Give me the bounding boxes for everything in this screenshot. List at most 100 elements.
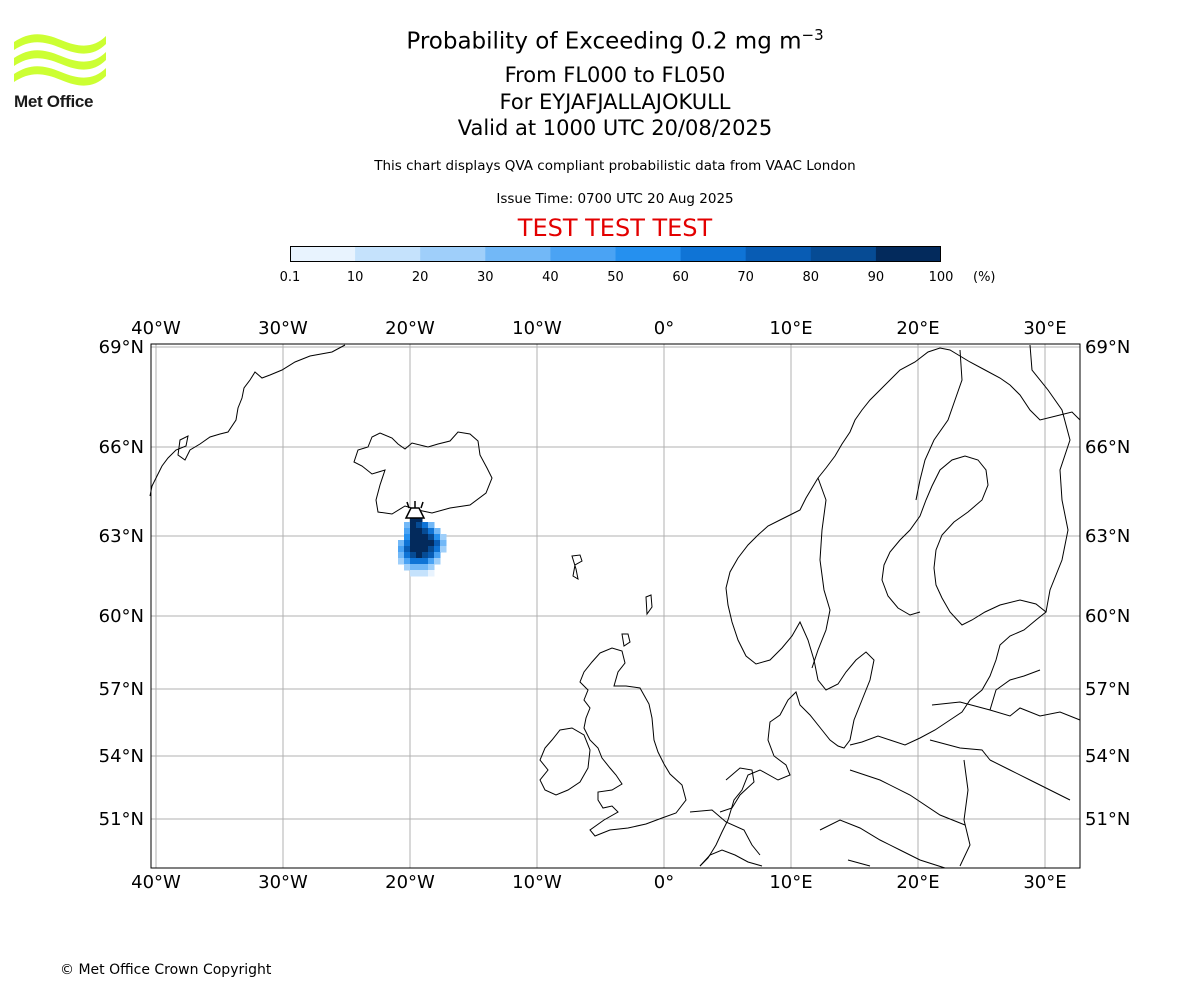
low-countries-coast bbox=[689, 767, 763, 867]
ash-cell bbox=[434, 540, 441, 547]
ash-cell bbox=[428, 528, 435, 535]
ash-cell bbox=[416, 516, 423, 523]
longitude-label-top: 10°W bbox=[512, 318, 562, 339]
colorbar-band bbox=[615, 246, 682, 262]
orkney-islands bbox=[621, 633, 631, 647]
probability-colorbar bbox=[290, 246, 941, 262]
colorbar-band bbox=[485, 246, 551, 262]
latitude-label-left: 54°N bbox=[99, 746, 144, 767]
chart-title-main: Probability of Exceeding 0.2 mg m bbox=[406, 28, 802, 55]
latitude-label-right: 57°N bbox=[1085, 679, 1130, 700]
latitude-label-left: 63°N bbox=[99, 526, 144, 547]
longitude-label-top: 40°W bbox=[131, 318, 181, 339]
longitude-label-bottom: 30°E bbox=[1023, 872, 1066, 893]
ash-cell bbox=[410, 546, 417, 553]
test-banner: TEST TEST TEST bbox=[517, 214, 713, 242]
chart-title: Probability of Exceeding 0.2 mg m−3 bbox=[0, 26, 1200, 55]
ash-cell bbox=[422, 546, 429, 553]
longitude-label-bottom: 30°W bbox=[258, 872, 308, 893]
greenland-coast bbox=[149, 344, 346, 497]
ash-cell bbox=[428, 558, 435, 565]
ash-cell bbox=[404, 546, 411, 553]
colorbar-band bbox=[355, 246, 421, 262]
longitude-label-top: 10°E bbox=[769, 318, 812, 339]
ash-cell bbox=[410, 540, 417, 547]
latitude-label-left: 51°N bbox=[99, 809, 144, 830]
ash-cell bbox=[416, 522, 423, 529]
ash-cell bbox=[434, 546, 441, 553]
copyright-notice: © Met Office Crown Copyright bbox=[60, 962, 272, 978]
chart-description: This chart displays QVA compliant probab… bbox=[374, 158, 856, 174]
graticule bbox=[151, 344, 1080, 868]
latitude-label-right: 60°N bbox=[1085, 606, 1130, 627]
ash-cell bbox=[440, 546, 447, 553]
volcano-symbol bbox=[404, 501, 426, 519]
ash-cell bbox=[410, 534, 417, 541]
ash-probability-field bbox=[398, 516, 447, 577]
colorbar-tick-label: 40 bbox=[542, 270, 559, 285]
latitude-label-right: 54°N bbox=[1085, 746, 1130, 767]
ash-cell bbox=[440, 534, 447, 541]
ash-cell bbox=[416, 564, 423, 571]
ireland-coast bbox=[539, 727, 591, 796]
scandinavia-europe-coast bbox=[699, 347, 1081, 867]
colorbar-band bbox=[680, 246, 747, 262]
coastlines bbox=[149, 344, 1081, 869]
latitude-label-left: 57°N bbox=[99, 679, 144, 700]
ash-cell bbox=[416, 534, 423, 541]
ash-cell bbox=[434, 552, 441, 559]
longitude-label-bottom: 20°E bbox=[896, 872, 939, 893]
ash-cell bbox=[428, 552, 435, 559]
longitude-label-bottom: 20°W bbox=[385, 872, 435, 893]
ash-cell bbox=[428, 564, 435, 571]
longitude-label-bottom: 10°W bbox=[512, 872, 562, 893]
ash-cell bbox=[428, 570, 435, 577]
colorbar-tick-label: 70 bbox=[737, 270, 754, 285]
iceland-coast bbox=[353, 431, 493, 515]
chart-title-unit-exponent: −3 bbox=[801, 26, 824, 44]
ash-cell bbox=[410, 522, 417, 529]
ash-cell bbox=[398, 540, 405, 547]
ash-cell bbox=[434, 534, 441, 541]
colorbar-band bbox=[810, 246, 877, 262]
longitude-label-top: 30°E bbox=[1023, 318, 1066, 339]
longitude-label-bottom: 10°E bbox=[769, 872, 812, 893]
map-panel: 40°W 40°W 30°W 30°W 20°W 20°W 10°W 10°W 0° 0° 10°E… bbox=[99, 318, 1131, 893]
ash-cell bbox=[422, 552, 429, 559]
ash-cell bbox=[434, 558, 441, 565]
ash-cell bbox=[434, 528, 441, 535]
met-office-logo bbox=[14, 34, 106, 86]
ash-cell bbox=[422, 564, 429, 571]
ash-cell bbox=[404, 534, 411, 541]
ash-cell bbox=[428, 522, 435, 529]
colorbar-unit: (%) bbox=[973, 270, 996, 285]
colorbar-band bbox=[550, 246, 616, 262]
ash-cell bbox=[404, 552, 411, 559]
latitude-label-right: 66°N bbox=[1085, 437, 1130, 458]
ash-cell bbox=[416, 546, 423, 553]
ash-cell bbox=[422, 558, 429, 565]
colorbar-frame bbox=[290, 246, 941, 262]
valid-time: Valid at 1000 UTC 20/08/2025 bbox=[457, 116, 773, 140]
ash-cell bbox=[416, 528, 423, 535]
ash-cell bbox=[422, 534, 429, 541]
longitude-label-top: 30°W bbox=[258, 318, 308, 339]
colorbar-tick-label: 60 bbox=[672, 270, 689, 285]
ash-cell bbox=[410, 552, 417, 559]
axis-labels: 40°W 40°W 30°W 30°W 20°W 20°W 10°W 10°W 0° 0° 10°E… bbox=[99, 318, 1131, 893]
latitude-label-left: 69°N bbox=[99, 337, 144, 358]
ash-cell bbox=[398, 558, 405, 565]
ash-cell bbox=[416, 540, 423, 547]
faroe-islands bbox=[571, 554, 583, 581]
map-frame bbox=[150, 343, 1081, 869]
colorbar-tick-label: 50 bbox=[607, 270, 624, 285]
ash-cell bbox=[440, 540, 447, 547]
ash-cell bbox=[416, 558, 423, 565]
longitude-label-top: 0° bbox=[654, 318, 674, 339]
volcano-name: For EYJAFJALLAJOKULL bbox=[499, 90, 731, 114]
ash-cell bbox=[410, 528, 417, 535]
colorbar-tick-label: 90 bbox=[867, 270, 885, 285]
ash-cell bbox=[422, 570, 429, 577]
colorbar-band bbox=[290, 246, 356, 262]
longitude-label-top: 20°W bbox=[385, 318, 435, 339]
